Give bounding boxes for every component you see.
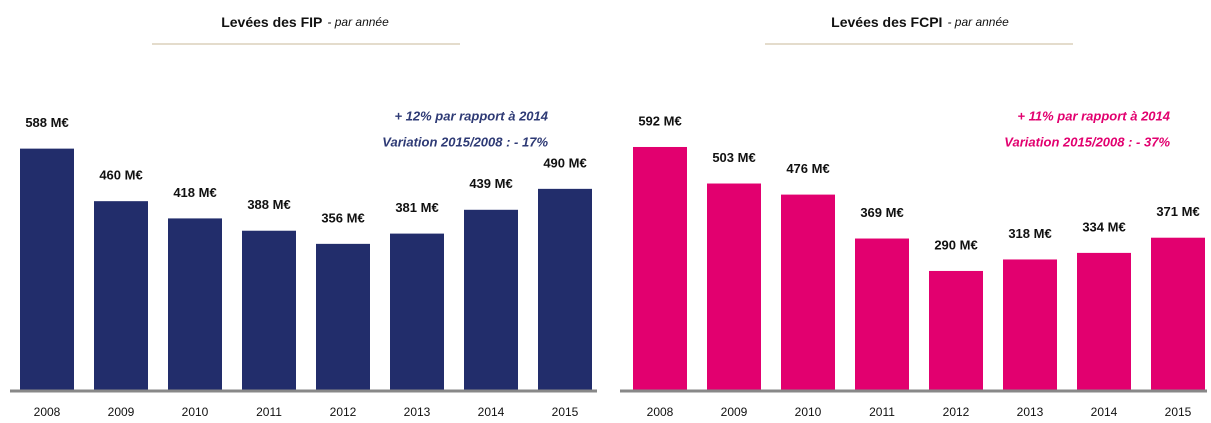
value-label: 356 M€ <box>321 210 364 225</box>
bar <box>1003 259 1057 390</box>
title-main: Levées des FIP <box>221 14 322 30</box>
value-label: 490 M€ <box>543 155 586 170</box>
value-label: 381 M€ <box>395 200 438 215</box>
value-label: 388 M€ <box>247 197 290 212</box>
x-tick-label: 2015 <box>552 405 579 419</box>
bar <box>538 188 592 390</box>
title-main: Levées des FCPI <box>831 14 942 30</box>
value-label: 503 M€ <box>712 150 755 165</box>
bar <box>168 218 222 390</box>
x-tick-label: 2013 <box>404 405 431 419</box>
value-label: 418 M€ <box>173 185 216 200</box>
value-label: 460 M€ <box>99 168 142 183</box>
x-tick-label: 2009 <box>721 405 748 419</box>
chart-title: Levées des FIP - par année <box>221 14 389 30</box>
bar <box>464 209 518 390</box>
x-tick-label: 2010 <box>182 405 209 419</box>
annotation: + 12% par rapport à 2014 <box>394 108 548 123</box>
bar <box>1151 237 1205 390</box>
x-tick-label: 2009 <box>108 405 135 419</box>
title-sub: - par année <box>327 15 389 29</box>
annotation: Variation 2015/2008 : - 37% <box>1004 134 1170 149</box>
chart-title: Levées des FCPI - par année <box>831 14 1009 30</box>
x-tick-label: 2011 <box>869 405 895 419</box>
bar <box>20 148 74 390</box>
value-label: 439 M€ <box>469 176 512 191</box>
x-tick-label: 2014 <box>478 405 505 419</box>
value-label: 334 M€ <box>1082 219 1125 234</box>
value-label: 318 M€ <box>1008 226 1051 241</box>
bar <box>94 201 148 390</box>
value-label: 371 M€ <box>1156 204 1199 219</box>
x-tick-label: 2014 <box>1091 405 1118 419</box>
bar <box>781 194 835 390</box>
bar <box>242 230 296 390</box>
x-tick-label: 2013 <box>1017 405 1044 419</box>
bar <box>707 183 761 390</box>
bar <box>1077 252 1131 390</box>
bar <box>633 146 687 390</box>
bar <box>855 238 909 390</box>
title-sub: - par année <box>947 15 1009 29</box>
x-tick-label: 2012 <box>943 405 970 419</box>
x-tick-label: 2008 <box>647 405 674 419</box>
annotation: + 11% par rapport à 2014 <box>1017 108 1170 123</box>
value-label: 592 M€ <box>638 113 681 128</box>
value-label: 476 M€ <box>786 161 829 176</box>
value-label: 369 M€ <box>860 205 903 220</box>
x-tick-label: 2010 <box>795 405 822 419</box>
x-tick-label: 2012 <box>330 405 357 419</box>
value-label: 588 M€ <box>25 115 68 130</box>
value-label: 290 M€ <box>934 237 977 252</box>
annotation: Variation 2015/2008 : - 17% <box>382 134 548 149</box>
x-tick-label: 2008 <box>34 405 61 419</box>
x-tick-label: 2015 <box>1165 405 1192 419</box>
bar <box>390 233 444 390</box>
bar <box>929 270 983 390</box>
bar <box>316 243 370 390</box>
x-tick-label: 2011 <box>256 405 282 419</box>
